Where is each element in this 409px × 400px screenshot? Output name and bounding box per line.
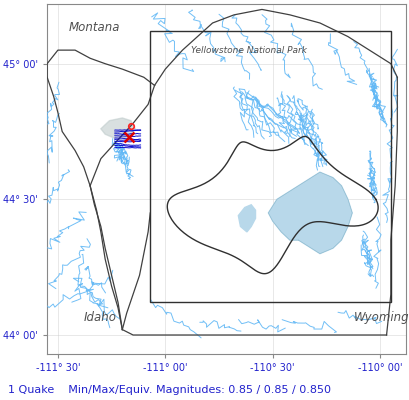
Text: Wyoming: Wyoming [353, 312, 409, 324]
Text: 1 Quake    Min/Max/Equiv. Magnitudes: 0.85 / 0.85 / 0.850: 1 Quake Min/Max/Equiv. Magnitudes: 0.85 … [8, 385, 330, 395]
Polygon shape [101, 118, 135, 140]
Bar [150, 31, 390, 302]
Text: Montana: Montana [68, 21, 120, 34]
Polygon shape [238, 205, 255, 232]
Text: Idaho: Idaho [83, 312, 117, 324]
Text: Yellowstone National Park: Yellowstone National Park [191, 46, 306, 55]
Polygon shape [268, 172, 351, 254]
